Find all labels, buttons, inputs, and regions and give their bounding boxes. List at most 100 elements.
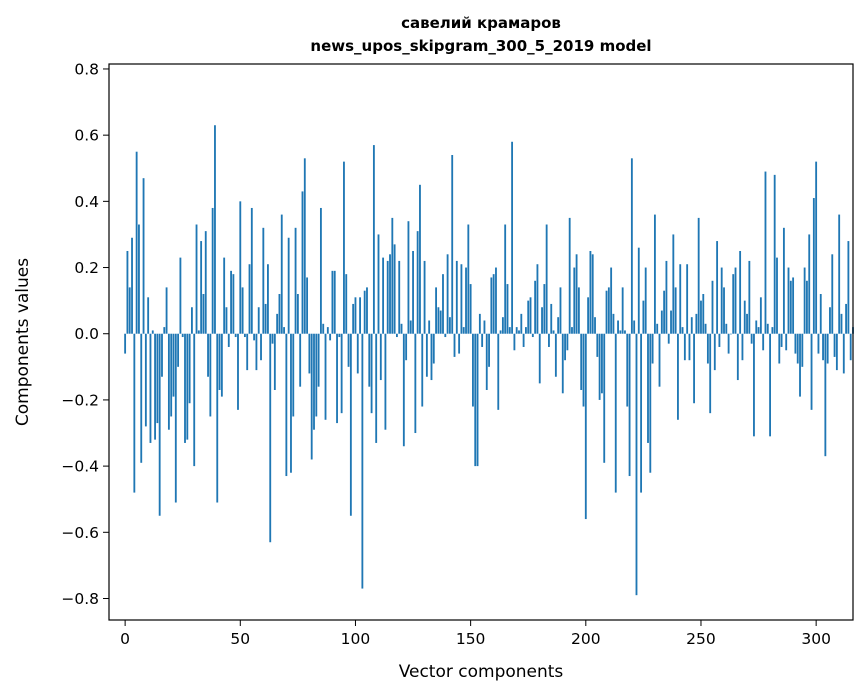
bar	[670, 310, 672, 334]
bar	[660, 310, 663, 334]
bar	[485, 333, 488, 390]
bar	[538, 333, 541, 384]
bar	[711, 280, 714, 334]
bar	[577, 287, 580, 334]
bar	[700, 300, 702, 334]
bar	[757, 327, 760, 334]
bar	[393, 244, 396, 334]
bar	[849, 333, 852, 361]
bar	[382, 257, 385, 334]
bar	[647, 333, 649, 443]
bar	[492, 274, 495, 334]
bar	[810, 333, 813, 410]
bar	[204, 231, 207, 334]
bar	[766, 323, 769, 334]
bar	[200, 241, 203, 334]
bar	[216, 333, 219, 503]
y-axis-label: Components values	[13, 258, 33, 426]
y-tick-label: −0.8	[61, 590, 99, 608]
bar	[573, 267, 576, 334]
bar	[835, 333, 838, 371]
bar	[598, 333, 601, 400]
bar	[469, 284, 472, 334]
bar	[773, 174, 776, 334]
bar	[591, 254, 594, 334]
bar	[529, 297, 532, 334]
bar	[315, 333, 318, 417]
bar	[552, 330, 555, 334]
bar	[290, 333, 292, 473]
x-tick-label: 250	[686, 630, 716, 648]
bar	[531, 333, 534, 338]
bar	[188, 333, 191, 404]
bar	[626, 333, 629, 407]
y-tick-label: 0.6	[74, 127, 99, 145]
bar	[451, 155, 454, 334]
bar	[446, 254, 449, 334]
bar	[140, 333, 143, 463]
bar	[686, 264, 689, 334]
bar	[794, 333, 797, 354]
bar	[612, 313, 615, 334]
bar	[349, 333, 352, 516]
bar	[603, 333, 606, 463]
bar	[817, 333, 820, 354]
bar	[619, 330, 622, 334]
bar	[419, 184, 421, 334]
bar	[610, 267, 613, 334]
bar	[508, 327, 511, 334]
bar	[614, 333, 617, 493]
bar	[154, 333, 156, 440]
bar	[803, 267, 806, 334]
bar	[776, 257, 778, 334]
y-tick-label: −0.2	[61, 391, 99, 409]
bar	[435, 287, 437, 334]
bar	[513, 333, 516, 351]
bar	[370, 333, 373, 414]
bar	[310, 333, 313, 460]
bar	[296, 294, 299, 334]
bar	[755, 320, 758, 334]
bar	[246, 333, 249, 371]
bar	[812, 198, 815, 334]
bar	[432, 333, 435, 364]
bar	[179, 257, 182, 334]
bar	[649, 333, 652, 473]
bar	[605, 290, 608, 334]
bar	[375, 333, 378, 443]
bar	[366, 287, 368, 334]
bar	[522, 333, 525, 347]
bar	[550, 303, 553, 334]
bar	[739, 250, 742, 334]
bar	[428, 320, 431, 334]
bar	[345, 274, 348, 334]
bar	[455, 260, 458, 334]
bar	[587, 297, 590, 334]
bar	[796, 333, 799, 364]
bar	[607, 287, 610, 334]
bar	[548, 333, 550, 347]
bar	[347, 333, 350, 367]
bar	[313, 333, 315, 430]
bar	[453, 333, 456, 357]
bar	[787, 267, 790, 334]
bar	[697, 217, 700, 334]
x-tick-label: 100	[341, 630, 371, 648]
bar	[753, 333, 755, 437]
bar	[232, 274, 235, 334]
bar	[227, 333, 230, 347]
bar	[170, 333, 173, 417]
bar	[354, 297, 357, 334]
bar	[243, 333, 246, 338]
bar	[211, 207, 214, 334]
bar	[580, 333, 583, 390]
bar	[209, 333, 212, 417]
bar	[525, 327, 527, 334]
bar	[133, 333, 136, 493]
bar	[824, 333, 827, 457]
bar	[278, 294, 281, 334]
bar	[792, 277, 795, 334]
bar	[260, 333, 262, 361]
bar	[706, 333, 709, 364]
bar	[481, 333, 484, 347]
